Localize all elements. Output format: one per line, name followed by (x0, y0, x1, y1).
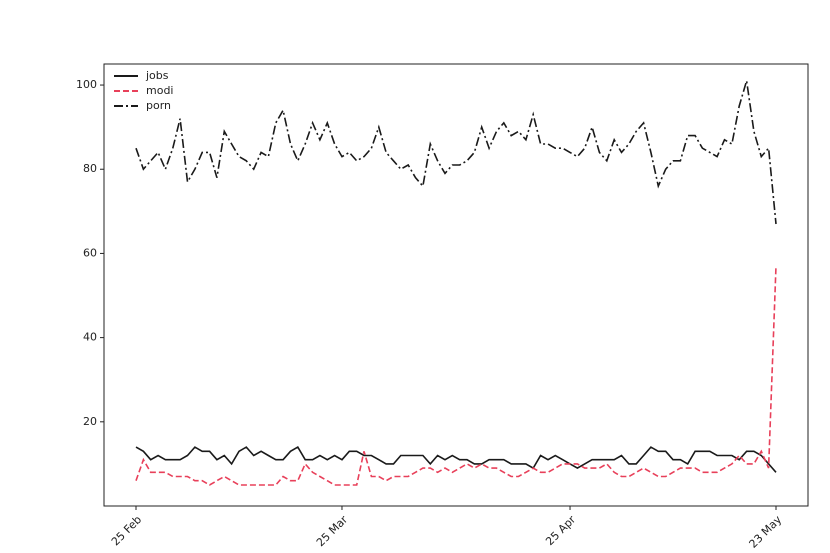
series-line (135, 80, 777, 225)
x-tick-label: 23 May (747, 513, 785, 551)
y-tick-label: 20 (83, 415, 97, 428)
y-tick-label: 60 (83, 246, 97, 259)
x-tick-label: 25 Apr (543, 513, 578, 548)
y-tick-label: 80 (83, 162, 97, 175)
x-tick-label: 25 Mar (314, 513, 351, 550)
legend-label: porn (146, 99, 171, 112)
series-line (135, 266, 777, 486)
y-tick-label: 40 (83, 331, 97, 344)
series-line (135, 446, 777, 473)
legend-label: modi (146, 84, 173, 97)
y-tick-label: 100 (76, 78, 97, 91)
plot-frame (103, 63, 809, 507)
legend-label: jobs (145, 69, 169, 82)
x-tick-label: 25 Feb (109, 513, 144, 548)
